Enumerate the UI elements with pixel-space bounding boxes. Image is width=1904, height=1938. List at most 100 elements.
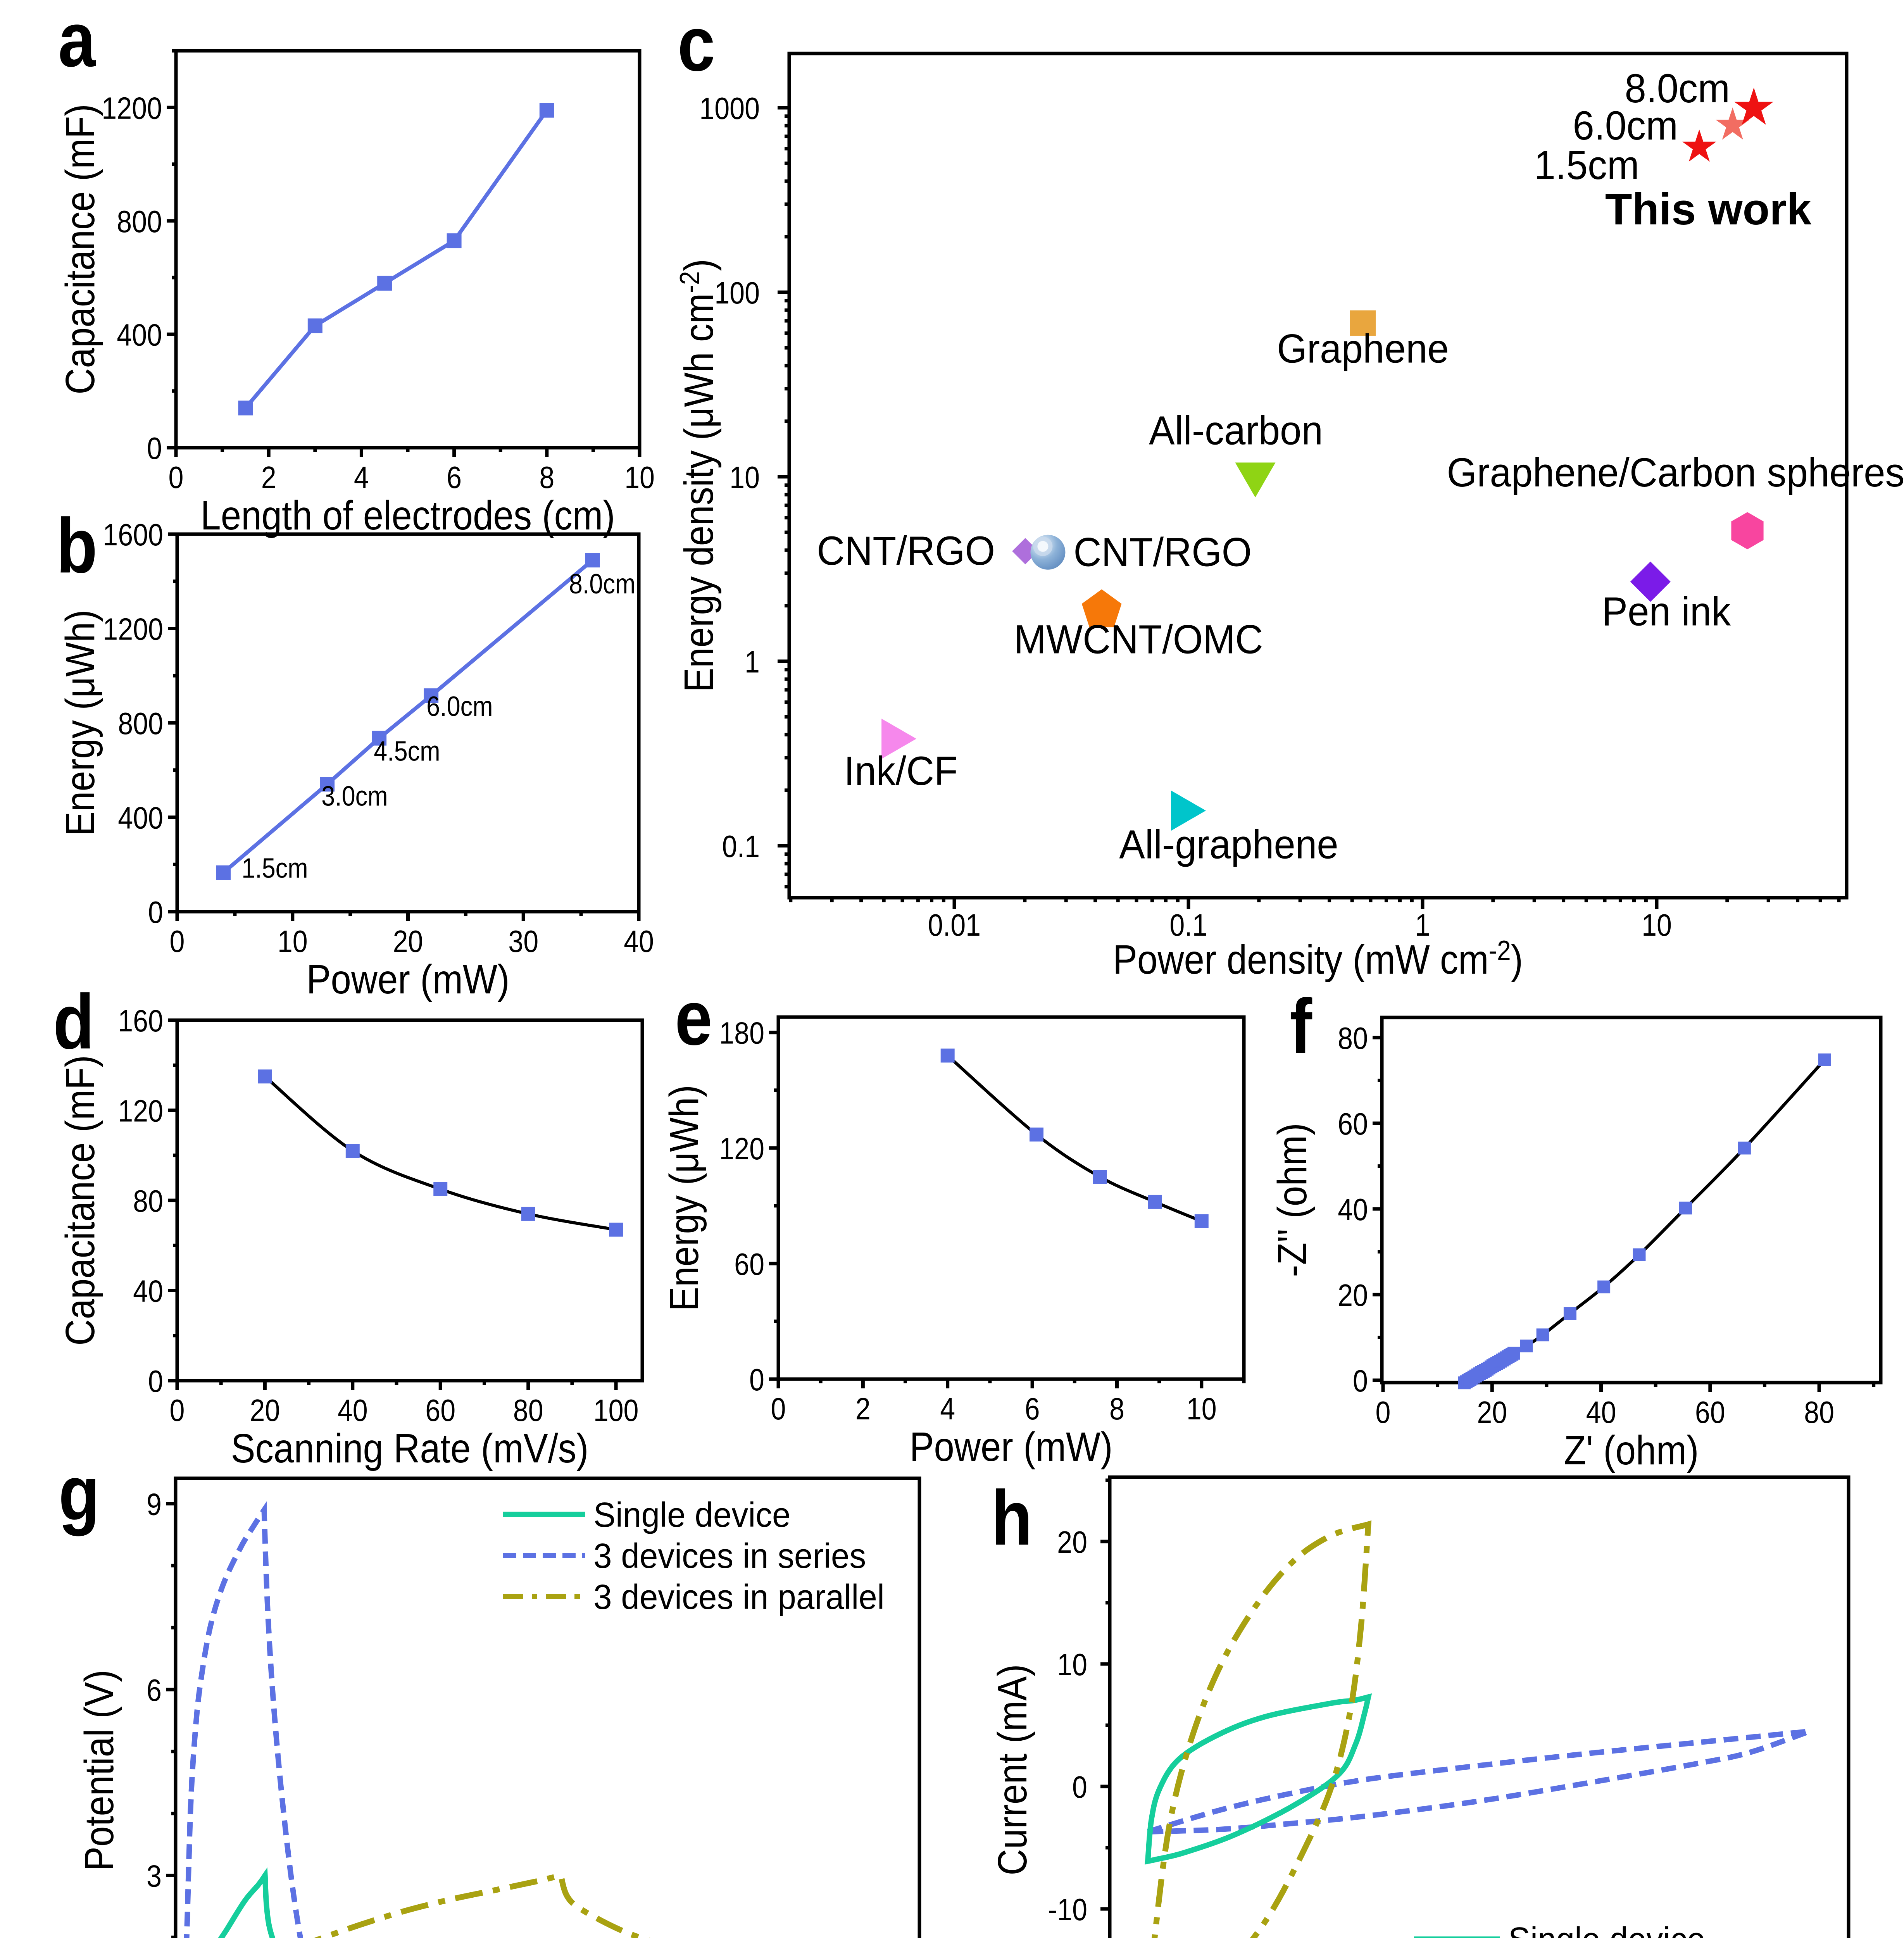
svg-text:400: 400 <box>117 317 162 352</box>
svg-text:60: 60 <box>425 1393 455 1428</box>
svg-text:g: g <box>59 1450 100 1536</box>
svg-text:0: 0 <box>1072 1770 1087 1804</box>
svg-text:Energy (μWh): Energy (μWh) <box>661 1085 707 1311</box>
svg-text:Energy (μWh): Energy (μWh) <box>57 610 103 836</box>
svg-text:20: 20 <box>393 924 423 959</box>
svg-text:3 devices in series: 3 devices in series <box>593 1536 866 1575</box>
svg-text:0: 0 <box>169 460 184 495</box>
svg-text:Energy density (μWh cm-2): Energy density (μWh cm-2) <box>674 259 722 692</box>
svg-text:10: 10 <box>278 924 308 959</box>
svg-text:10: 10 <box>1642 908 1672 942</box>
svg-text:6: 6 <box>1025 1391 1040 1426</box>
svg-text:10: 10 <box>1057 1647 1087 1682</box>
svg-text:30: 30 <box>508 924 538 959</box>
svg-text:0: 0 <box>170 924 185 959</box>
svg-text:All-graphene: All-graphene <box>1119 821 1338 867</box>
svg-text:Ink/CF: Ink/CF <box>844 748 958 794</box>
svg-text:20: 20 <box>1057 1525 1087 1559</box>
svg-text:120: 120 <box>719 1131 764 1166</box>
svg-text:40: 40 <box>133 1274 163 1308</box>
svg-text:1000: 1000 <box>699 91 760 126</box>
svg-text:2: 2 <box>261 460 276 495</box>
svg-text:160: 160 <box>118 1003 163 1038</box>
svg-text:-Z'' (ohm): -Z'' (ohm) <box>1269 1123 1315 1277</box>
svg-text:b: b <box>56 502 97 589</box>
svg-text:60: 60 <box>1695 1395 1725 1429</box>
svg-text:40: 40 <box>1338 1192 1368 1227</box>
svg-text:Power (mW): Power (mW) <box>909 1424 1112 1470</box>
svg-text:6: 6 <box>447 460 462 495</box>
svg-text:800: 800 <box>118 706 163 741</box>
svg-text:f: f <box>1290 983 1312 1070</box>
svg-text:0: 0 <box>147 431 162 466</box>
svg-text:1: 1 <box>1415 908 1430 942</box>
svg-text:6: 6 <box>147 1673 162 1707</box>
svg-text:100: 100 <box>593 1393 639 1428</box>
svg-text:0: 0 <box>148 1364 163 1398</box>
svg-text:0: 0 <box>148 895 163 929</box>
svg-text:0: 0 <box>771 1391 786 1426</box>
svg-text:All-carbon: All-carbon <box>1149 407 1323 453</box>
svg-text:60: 60 <box>734 1247 764 1281</box>
svg-text:80: 80 <box>1338 1021 1368 1055</box>
svg-text:Capacitance (mF): Capacitance (mF) <box>57 104 103 395</box>
svg-text:1600: 1600 <box>103 517 163 552</box>
svg-text:3: 3 <box>147 1859 162 1893</box>
svg-text:4: 4 <box>354 460 369 495</box>
svg-text:Single device: Single device <box>593 1495 791 1534</box>
svg-text:Length of electrodes (cm): Length of electrodes (cm) <box>200 493 615 538</box>
svg-text:80: 80 <box>133 1184 163 1218</box>
svg-text:0: 0 <box>749 1362 764 1397</box>
svg-text:Current (mA): Current (mA) <box>990 1664 1035 1875</box>
svg-text:Graphene: Graphene <box>1277 326 1449 371</box>
svg-text:c: c <box>678 0 715 87</box>
svg-text:8.0cm: 8.0cm <box>569 569 635 600</box>
svg-text:40: 40 <box>1586 1395 1616 1429</box>
svg-text:6.0cm: 6.0cm <box>426 691 493 722</box>
svg-text:a: a <box>58 0 96 83</box>
svg-text:Pen ink: Pen ink <box>1602 588 1731 634</box>
svg-text:0.1: 0.1 <box>1169 908 1207 942</box>
svg-text:e: e <box>675 974 712 1061</box>
svg-text:Scanning Rate (mV/s): Scanning Rate (mV/s) <box>231 1426 589 1471</box>
svg-text:-10: -10 <box>1048 1892 1087 1927</box>
svg-text:40: 40 <box>624 924 654 959</box>
svg-text:CNT/RGO: CNT/RGO <box>1073 529 1252 575</box>
svg-text:4.5cm: 4.5cm <box>374 736 440 767</box>
svg-text:1200: 1200 <box>103 612 163 646</box>
svg-text:Z' (ohm): Z' (ohm) <box>1564 1428 1699 1473</box>
svg-text:80: 80 <box>1804 1395 1834 1429</box>
svg-text:10: 10 <box>1187 1391 1217 1426</box>
svg-text:Potential (V): Potential (V) <box>76 1670 122 1871</box>
svg-text:2: 2 <box>855 1391 871 1426</box>
svg-text:3.0cm: 3.0cm <box>321 781 388 812</box>
svg-text:8: 8 <box>1109 1391 1124 1426</box>
svg-text:CNT/RGO: CNT/RGO <box>817 528 995 574</box>
svg-text:MWCNT/OMC: MWCNT/OMC <box>1014 616 1263 662</box>
svg-text:1: 1 <box>745 645 760 679</box>
svg-text:Single device: Single device <box>1508 1920 1706 1938</box>
svg-text:800: 800 <box>117 204 162 239</box>
svg-text:20: 20 <box>1338 1278 1368 1312</box>
svg-text:8: 8 <box>539 460 554 495</box>
svg-text:4: 4 <box>940 1391 955 1426</box>
svg-text:10: 10 <box>730 460 760 495</box>
svg-text:3 devices in parallel: 3 devices in parallel <box>593 1578 885 1616</box>
svg-text:Power (mW): Power (mW) <box>306 957 509 1002</box>
svg-text:This work: This work <box>1605 185 1812 234</box>
svg-text:120: 120 <box>118 1093 163 1128</box>
svg-text:400: 400 <box>118 800 163 835</box>
svg-text:60: 60 <box>1338 1107 1368 1141</box>
svg-text:6.0cm: 6.0cm <box>1573 103 1678 148</box>
svg-text:0: 0 <box>1376 1395 1391 1429</box>
svg-text:Graphene/Carbon spheres: Graphene/Carbon spheres <box>1447 450 1904 495</box>
svg-text:10: 10 <box>624 460 655 495</box>
svg-text:h: h <box>991 1474 1032 1561</box>
svg-text:0.01: 0.01 <box>928 908 981 942</box>
svg-text:20: 20 <box>250 1393 280 1428</box>
svg-text:1200: 1200 <box>102 91 162 125</box>
svg-text:180: 180 <box>719 1016 764 1050</box>
svg-text:0: 0 <box>170 1393 185 1428</box>
svg-text:1.5cm: 1.5cm <box>1534 142 1639 188</box>
svg-text:80: 80 <box>513 1393 543 1428</box>
